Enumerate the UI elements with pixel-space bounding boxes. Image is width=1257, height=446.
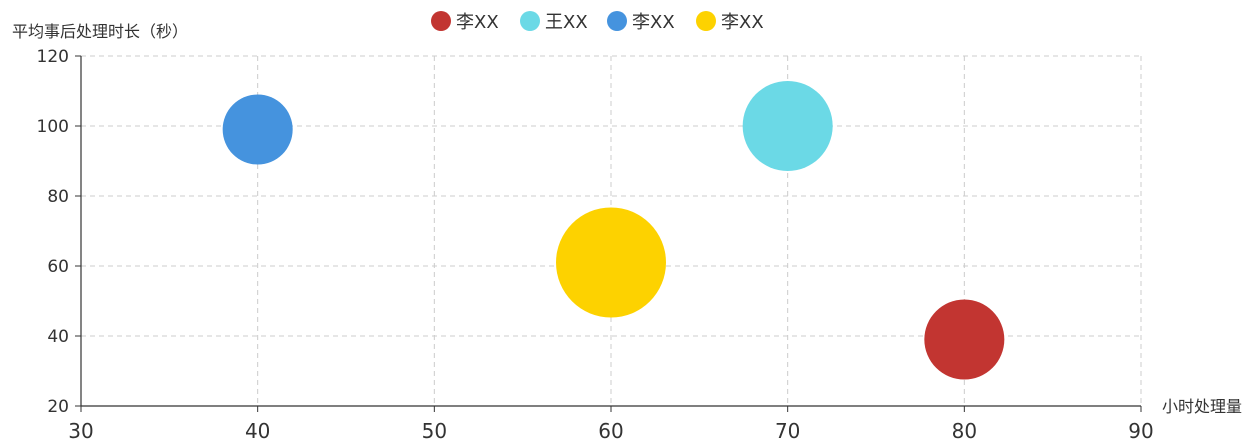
y-tick-label: 120 [37, 47, 69, 67]
x-tick-label: 80 [952, 419, 977, 443]
legend-marker [431, 11, 451, 31]
legend-item-2[interactable]: 王XX [520, 11, 588, 33]
x-tick-label: 30 [68, 419, 93, 443]
tick-labels: 30 40 50 60 70 80 90 20 40 60 80 100 120 [37, 47, 1154, 443]
legend-label: 李XX [632, 12, 675, 33]
bubble-4[interactable] [556, 207, 666, 318]
legend: 李XX 王XX 李XX 李XX [431, 11, 764, 33]
y-tick-label: 100 [37, 117, 69, 137]
legend-item-1[interactable]: 李XX [431, 11, 499, 33]
y-axis-label: 平均事后处理时长（秒） [12, 22, 188, 41]
legend-label: 李XX [456, 12, 499, 33]
legend-marker [607, 11, 627, 31]
y-tick-label: 60 [47, 257, 69, 277]
y-tick-label: 80 [47, 187, 69, 207]
y-tick-label: 20 [47, 397, 69, 417]
bubbles [222, 81, 1005, 380]
legend-item-3[interactable]: 李XX [607, 11, 675, 33]
bubble-1[interactable] [924, 299, 1005, 380]
x-tick-label: 40 [245, 419, 270, 443]
x-tick-label: 60 [598, 419, 623, 443]
y-tick-label: 40 [47, 327, 69, 347]
x-tick-label: 50 [422, 419, 447, 443]
legend-marker [696, 11, 716, 31]
x-tick-label: 90 [1128, 419, 1153, 443]
bubble-2[interactable] [742, 81, 833, 171]
legend-marker [520, 11, 540, 31]
bubble-3[interactable] [222, 94, 293, 165]
x-tick-label: 70 [775, 419, 800, 443]
legend-label: 王XX [545, 12, 588, 33]
legend-item-4[interactable]: 李XX [696, 11, 764, 33]
legend-label: 李XX [721, 12, 764, 33]
x-axis-label: 小时处理量 [1162, 397, 1242, 416]
